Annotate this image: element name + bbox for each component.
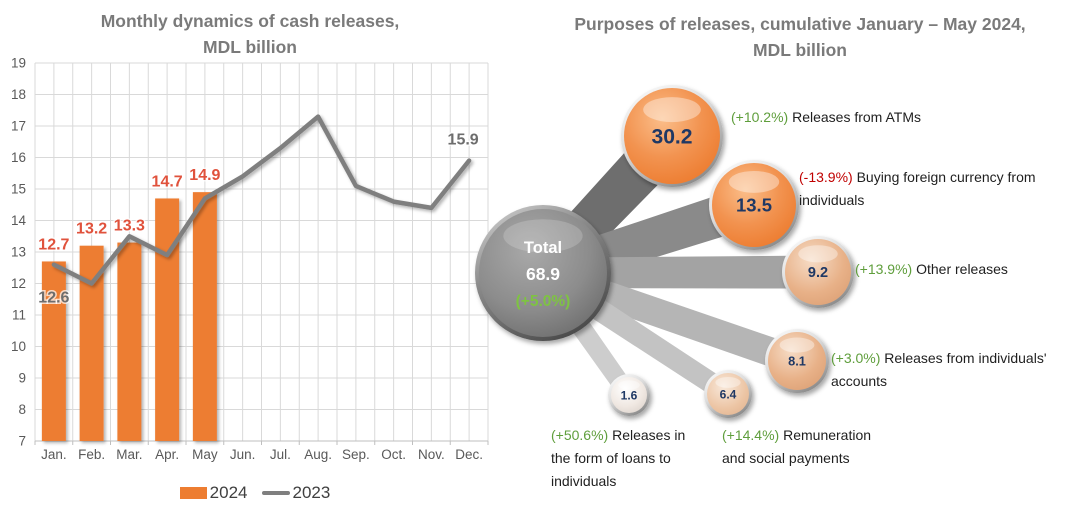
bubble-highlight: [728, 170, 780, 193]
y-tick-label: 19: [11, 56, 26, 71]
bar-label-13.2: 13.2: [76, 221, 107, 238]
y-tick-label: 15: [11, 182, 26, 197]
bubble-value-6.4: 6.4: [720, 387, 737, 401]
right-chart-title-line1: Purposes of releases, cumulative January…: [574, 14, 1026, 34]
chart-legend: 2024 2023: [0, 483, 510, 503]
x-tick-label: Aug.: [304, 447, 332, 462]
bubble-highlight: [779, 337, 815, 353]
right-chart-title: Purposes of releases, cumulative January…: [540, 11, 1060, 63]
total-bubble-highlight: [503, 219, 583, 253]
x-tick-label: May: [192, 447, 218, 462]
bubble-highlight: [798, 245, 838, 263]
left-chart-title-line1: Monthly dynamics of cash releases,: [100, 11, 400, 31]
bubble-other-releases: [785, 239, 851, 305]
line-2023: [51, 114, 472, 286]
x-tick-label: Mar.: [116, 447, 142, 462]
y-tick-label: 16: [11, 150, 26, 165]
x-tick-label: Nov.: [418, 447, 445, 462]
bubble-remuneration-and-social-payments: [707, 373, 749, 415]
bar-label-14.9: 14.9: [189, 167, 220, 184]
y-tick-label: 17: [11, 119, 26, 134]
bar-label-14.7: 14.7: [152, 173, 183, 190]
left-chart-title: Monthly dynamics of cash releases, MDL b…: [30, 8, 470, 60]
bubble-highlight: [618, 380, 640, 390]
total-bubble: [479, 209, 607, 337]
y-tick-label: 14: [11, 213, 27, 228]
bubble-value-30.2: 30.2: [651, 126, 692, 149]
right-chart: Total 68.9 (+5.0%) 30.2 13.5 9.2 8.1 6.4 1.6: [475, 85, 854, 418]
legend-line-swatch: [261, 491, 290, 495]
bubble-releases-from-individuals-accounts: [768, 332, 826, 390]
bubble-releases-in-the-form-of-loans-to-individuals: [611, 377, 647, 413]
bar-2024-mar: [117, 242, 142, 441]
bar-2024-jan: [41, 261, 66, 441]
bar-label-12.7: 12.7: [38, 236, 69, 253]
y-tick-label: 8: [18, 402, 26, 417]
bubble-value-1.6: 1.6: [621, 388, 638, 402]
bubble-value-9.2: 9.2: [808, 265, 828, 281]
left-chart-title-line2: MDL billion: [203, 37, 297, 57]
x-tick-label: Dec.: [455, 447, 483, 462]
x-tick-label: Jan.: [41, 447, 67, 462]
bar-2024-apr: [155, 198, 180, 441]
bar-2024-may: [192, 192, 217, 441]
left-chart: 7 8 9 10 11 12 13 14 15 16 17 18 19 Jan. Feb. Mar. Apr. M…: [11, 56, 489, 462]
legend-label-2023: 2023: [292, 483, 331, 502]
bubble-value-8.1: 8.1: [788, 354, 806, 369]
x-tick-label: Feb.: [78, 447, 105, 462]
y-tick-label: 13: [11, 245, 26, 260]
y-tick-label: 11: [12, 308, 26, 323]
bubble-buying-foreign-currency-from-individuals: [712, 163, 796, 247]
y-tick-label: 9: [18, 371, 26, 386]
right-chart-title-line2: MDL billion: [753, 40, 847, 60]
x-tick-label: Jul.: [270, 447, 291, 462]
total-value: 68.9: [526, 264, 560, 284]
legend-item-2024: 2024: [179, 483, 248, 503]
total-pct: (+5.0%): [516, 293, 571, 310]
legend-label-2024: 2024: [209, 483, 248, 502]
x-tick-label: Jun.: [230, 447, 256, 462]
bubble-highlight: [643, 97, 701, 123]
ribbon-to-other-releases: [542, 255, 819, 289]
y-tick-label: 18: [11, 87, 26, 102]
x-tick-label: Sep.: [342, 447, 370, 462]
bubble-releases-from-atms: [624, 88, 720, 184]
line-label-15.9: 15.9: [448, 132, 479, 149]
y-tick-label: 7: [18, 434, 26, 449]
y-tick-label: 10: [11, 339, 26, 354]
bar-label-13.3: 13.3: [114, 218, 145, 235]
line-label-12.6: 12.6: [38, 290, 69, 307]
x-tick-label: Oct.: [381, 447, 406, 462]
bubble-value-13.5: 13.5: [736, 195, 772, 216]
x-tick-label: Apr.: [155, 447, 179, 462]
y-tick-label: 12: [11, 276, 26, 291]
legend-item-2023: 2023: [261, 483, 331, 503]
total-label: Total: [524, 239, 562, 257]
legend-bar-swatch: [179, 487, 207, 499]
bubble-highlight: [715, 376, 741, 388]
